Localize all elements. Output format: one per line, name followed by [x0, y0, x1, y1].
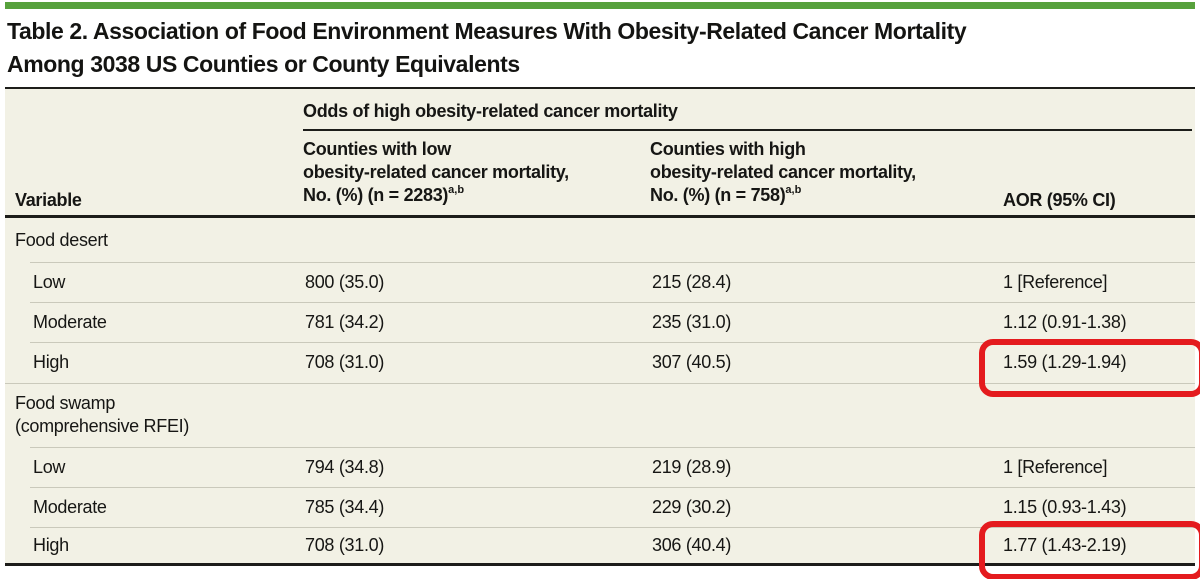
row-separator: [30, 487, 1195, 488]
row-label: Low: [33, 456, 66, 477]
table-row-food-swamp-low: Low 794 (34.8) 219 (28.9) 1 [Reference]: [5, 447, 1195, 487]
table-row-food-desert-high: High 708 (31.0) 307 (40.5) 1.59 (1.29-1.…: [5, 342, 1195, 383]
cell-high-mortality: 307 (40.5): [652, 352, 732, 372]
row-separator: [30, 342, 1195, 343]
cell-low-mortality: 708 (31.0): [305, 534, 385, 555]
green-accent-bar: [5, 2, 1195, 9]
table-bottom-rule: [5, 563, 1195, 566]
column-header-low-mortality: Counties with low obesity-related cancer…: [303, 138, 569, 207]
table-title: Table 2. Association of Food Environment…: [7, 15, 967, 81]
table-title-line1: Table 2. Association of Food Environment…: [7, 18, 967, 44]
section-label-lines: Food swamp (comprehensive RFEI): [15, 392, 189, 438]
row-label: Low: [33, 271, 66, 292]
column-header-aor: AOR (95% CI): [1003, 190, 1116, 210]
row-separator: [30, 302, 1195, 303]
row-label: High: [33, 352, 69, 372]
spanner-header-odds: Odds of high obesity-related cancer mort…: [303, 101, 678, 121]
column-header-high-n: No. (%) (n = 758): [650, 185, 786, 205]
cell-aor: 1.12 (0.91-1.38): [1003, 311, 1127, 332]
column-header-low-line2: obesity-related cancer mortality,: [303, 162, 569, 182]
section-separator: [5, 383, 1195, 384]
row-label: Moderate: [33, 311, 107, 332]
table-background: [5, 89, 1195, 563]
column-header-variable: Variable: [15, 190, 82, 210]
column-header-low-line3: No. (%) (n = 2283)a,b: [303, 184, 569, 207]
cell-aor: 1.59 (1.29-1.94): [1003, 352, 1127, 372]
row-separator: [30, 447, 1195, 448]
column-header-high-mortality: Counties with high obesity-related cance…: [650, 138, 916, 207]
cell-low-mortality: 785 (34.4): [305, 496, 385, 517]
cell-high-mortality: 229 (30.2): [652, 496, 732, 517]
footnote-marker: a,b: [785, 184, 802, 196]
table-row-food-swamp-moderate: Moderate 785 (34.4) 229 (30.2) 1.15 (0.9…: [5, 487, 1195, 527]
cell-high-mortality: 235 (31.0): [652, 311, 732, 332]
cell-aor: 1 [Reference]: [1003, 456, 1108, 477]
spanner-underline-rule: [303, 129, 1192, 131]
column-header-high-line2: obesity-related cancer mortality,: [650, 162, 916, 182]
cell-aor: 1.15 (0.93-1.43): [1003, 496, 1127, 517]
cell-high-mortality: 215 (28.4): [652, 271, 732, 292]
column-header-low-n: No. (%) (n = 2283): [303, 185, 449, 205]
footnote-marker: a,b: [448, 184, 465, 196]
section-label: Food swamp (comprehensive RFEI): [15, 383, 189, 447]
table-row-food-desert-moderate: Moderate 781 (34.2) 235 (31.0) 1.12 (0.9…: [5, 302, 1195, 342]
row-label: High: [33, 534, 69, 555]
cell-low-mortality: 800 (35.0): [305, 271, 385, 292]
row-label: Moderate: [33, 496, 107, 517]
cell-aor: 1 [Reference]: [1003, 271, 1108, 292]
table-row-food-desert-low: Low 800 (35.0) 215 (28.4) 1 [Reference]: [5, 262, 1195, 302]
cell-low-mortality: 708 (31.0): [305, 352, 385, 372]
cell-low-mortality: 794 (34.8): [305, 456, 385, 477]
cell-aor: 1.77 (1.43-2.19): [1003, 534, 1127, 555]
table-title-line2: Among 3038 US Counties or County Equival…: [7, 51, 520, 77]
column-header-high-line3: No. (%) (n = 758)a,b: [650, 184, 916, 207]
row-separator: [30, 262, 1195, 263]
cell-high-mortality: 306 (40.4): [652, 534, 732, 555]
column-header-high-line1: Counties with high: [650, 139, 806, 159]
section-label: Food desert: [15, 229, 108, 250]
cell-low-mortality: 781 (34.2): [305, 311, 385, 332]
table-row-food-swamp-high: High 708 (31.0) 306 (40.4) 1.77 (1.43-2.…: [5, 527, 1195, 563]
section-row-food-swamp: Food swamp (comprehensive RFEI): [5, 383, 1195, 447]
section-label-line2: (comprehensive RFEI): [15, 416, 190, 436]
row-separator: [30, 527, 1195, 528]
section-label-line1: Food swamp: [15, 393, 116, 413]
section-row-food-desert: Food desert: [5, 218, 1195, 262]
column-header-low-line1: Counties with low: [303, 139, 451, 159]
cell-high-mortality: 219 (28.9): [652, 456, 732, 477]
header-divider-rule: [5, 215, 1195, 218]
title-divider-rule: [5, 87, 1195, 89]
